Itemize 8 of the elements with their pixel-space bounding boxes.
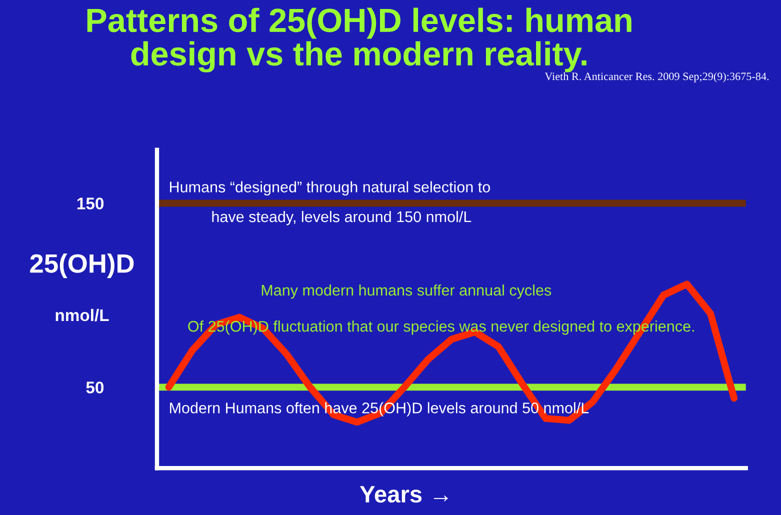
ref-line-label: Humans “designed” through natural selection to have steady, levels around 150 nmol/L — [170, 181, 490, 226]
y-tick-label: 150 — [77, 198, 104, 210]
x-axis-title: Years → — [360, 486, 448, 503]
y-axis-title: 25(OH)D nmol/L — [30, 254, 134, 322]
chart-title: Patterns of 25(OH)D levels: human design vs the modern reality. — [87, 8, 632, 72]
y-tick-label: 50 — [86, 382, 104, 394]
text: Vieth R. Anticancer Res. 2009 Sep;29(9):3675-84. — [544, 72, 769, 82]
annotation: Many modern humans suffer annual cycles — [262, 284, 552, 299]
